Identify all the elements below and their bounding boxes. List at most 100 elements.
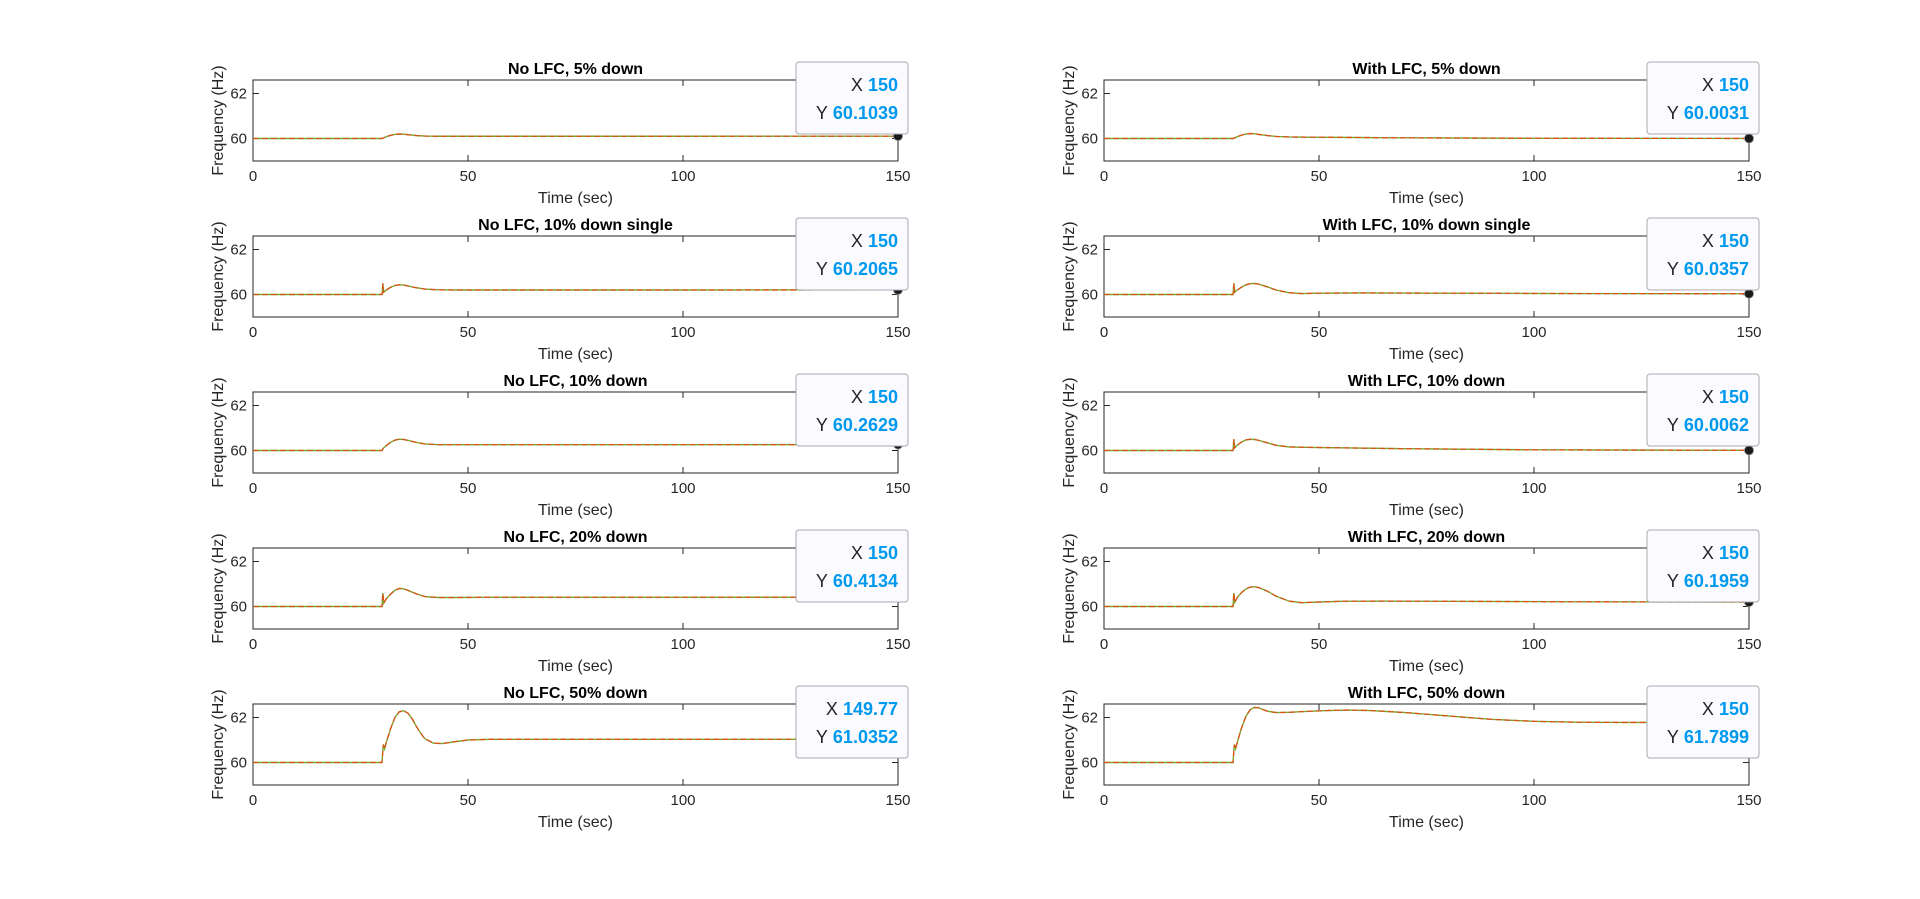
x-axis-label: Time (sec) (538, 658, 613, 675)
datatip-x-label: X (826, 699, 838, 719)
x-tick-label: 50 (1311, 480, 1328, 497)
y-tick-label: 62 (1081, 710, 1098, 727)
datatip-y-label: Y (1667, 571, 1679, 591)
frequency-series (1104, 132, 1749, 140)
datatip-y-value: 61.0352 (833, 727, 898, 747)
plot-title: With LFC, 20% down (1348, 529, 1505, 546)
datatip[interactable]: X 150 Y 60.4134 (795, 529, 909, 603)
frequency-series (253, 283, 898, 296)
subplot-1: No LFC, 5% down 0 50 100 150 60 62 Time (sec) Fr… (210, 61, 911, 207)
x-tick-label: 150 (885, 324, 910, 341)
datatip[interactable]: X 150 Y 60.2065 (795, 217, 909, 291)
datatip-x-value: 150 (868, 387, 898, 407)
datatip-x-label: X (851, 387, 863, 407)
axes-box (1103, 703, 1750, 786)
x-tick-label: 0 (249, 168, 257, 185)
x-tick-label: 100 (1521, 324, 1546, 341)
y-axis-label: Frequency (Hz) (1061, 65, 1078, 175)
x-tick-label: 100 (670, 792, 695, 809)
plot-title: With LFC, 10% down (1348, 373, 1505, 390)
axes-box (1103, 547, 1750, 630)
subplot-5: No LFC, 50% down 0 50 100 150 60 62 Time (sec) F… (210, 685, 911, 831)
datatip[interactable]: X 150 Y 60.0357 (1646, 217, 1760, 291)
datatip-y-value: 60.0062 (1684, 415, 1749, 435)
frequency-series (253, 587, 898, 608)
datatip-marker[interactable] (1744, 445, 1754, 456)
datatip-x-row: X 150 (1702, 699, 1749, 719)
y-axis-label: Frequency (Hz) (210, 65, 227, 175)
y-axis-label: Frequency (Hz) (1061, 689, 1078, 799)
axes-box (1103, 391, 1750, 474)
frequency-series (1104, 706, 1749, 764)
datatip-x-label: X (1702, 75, 1714, 95)
y-axis-label: Frequency (Hz) (210, 689, 227, 799)
axes-box (252, 79, 899, 162)
y-tick-label: 62 (1081, 86, 1098, 103)
frequency-series (253, 438, 898, 452)
datatip-y-row: Y 60.1959 (1667, 571, 1749, 591)
frequency-series (1104, 282, 1749, 296)
y-tick-label: 62 (1081, 242, 1098, 259)
datatip-y-row: Y 61.7899 (1667, 727, 1749, 747)
x-tick-label: 0 (249, 792, 257, 809)
datatip-x-row: X 150 (1702, 543, 1749, 563)
y-tick-label: 62 (230, 710, 247, 727)
datatip-box (1646, 61, 1760, 135)
datatip-x-label: X (851, 75, 863, 95)
subplot-10: With LFC, 50% down 0 50 100 150 60 62 Time (sec… (1061, 685, 1762, 831)
y-tick-label: 62 (230, 86, 247, 103)
datatip-y-row: Y 60.0062 (1667, 415, 1749, 435)
datatip-y-value: 60.1039 (833, 103, 898, 123)
y-tick-label: 60 (1081, 443, 1098, 460)
datatip[interactable]: X 149.77 Y 61.0352 (795, 685, 909, 759)
subplot-2: No LFC, 10% down single 0 50 100 150 60 62 Time… (210, 217, 911, 363)
datatip[interactable]: X 150 Y 60.0062 (1646, 373, 1760, 447)
datatip[interactable]: X 150 Y 61.7899 (1646, 685, 1760, 759)
y-tick-label: 62 (230, 398, 247, 415)
datatip-y-value: 60.2629 (833, 415, 898, 435)
y-tick-label: 62 (1081, 398, 1098, 415)
datatip-y-value: 60.4134 (833, 571, 898, 591)
datatip-marker[interactable] (1744, 133, 1754, 144)
datatip-y-label: Y (816, 103, 828, 123)
x-tick-label: 150 (885, 480, 910, 497)
datatip[interactable]: X 150 Y 60.0031 (1646, 61, 1760, 135)
frequency-series (253, 133, 898, 140)
x-axis-label: Time (sec) (538, 502, 613, 519)
datatip-y-row: Y 60.0357 (1667, 259, 1749, 279)
y-tick-label: 62 (1081, 554, 1098, 571)
x-tick-label: 0 (1100, 324, 1108, 341)
x-axis-label: Time (sec) (538, 190, 613, 207)
datatip[interactable]: X 150 Y 60.1959 (1646, 529, 1760, 603)
y-axis-label: Frequency (Hz) (210, 377, 227, 487)
x-tick-label: 150 (1736, 168, 1761, 185)
subplot-6: With LFC, 5% down 0 50 100 150 60 62 Time (sec)… (1061, 61, 1762, 207)
datatip-x-label: X (1702, 699, 1714, 719)
y-tick-label: 60 (1081, 755, 1098, 772)
datatip[interactable]: X 150 Y 60.1039 (795, 61, 909, 135)
axes-box (252, 703, 899, 786)
datatip-box (1646, 529, 1760, 603)
datatip-y-value: 60.2065 (833, 259, 898, 279)
datatip-box (795, 373, 909, 447)
subplot-8: With LFC, 10% down 0 50 100 150 60 62 Time (sec… (1061, 373, 1762, 519)
datatip-y-row: Y 60.4134 (816, 571, 898, 591)
datatip-y-row: Y 60.1039 (816, 103, 898, 123)
datatip-y-label: Y (816, 259, 828, 279)
y-tick-label: 62 (230, 242, 247, 259)
x-tick-label: 150 (1736, 792, 1761, 809)
datatip-y-value: 60.0031 (1684, 103, 1749, 123)
datatip[interactable]: X 150 Y 60.2629 (795, 373, 909, 447)
x-tick-label: 100 (1521, 480, 1546, 497)
x-tick-label: 50 (1311, 636, 1328, 653)
datatip-box (1646, 217, 1760, 291)
datatip-x-row: X 150 (851, 75, 898, 95)
x-tick-label: 0 (1100, 480, 1108, 497)
datatip-marker[interactable] (1744, 288, 1754, 299)
datatip-y-value: 60.1959 (1684, 571, 1749, 591)
datatip-y-label: Y (1667, 259, 1679, 279)
datatip-x-value: 150 (1719, 699, 1749, 719)
datatip-x-row: X 150 (851, 231, 898, 251)
subplot-3: No LFC, 10% down 0 50 100 150 60 62 Time (sec) F… (210, 373, 911, 519)
subplot-9: With LFC, 20% down 0 50 100 150 60 62 Time (sec… (1061, 529, 1762, 675)
